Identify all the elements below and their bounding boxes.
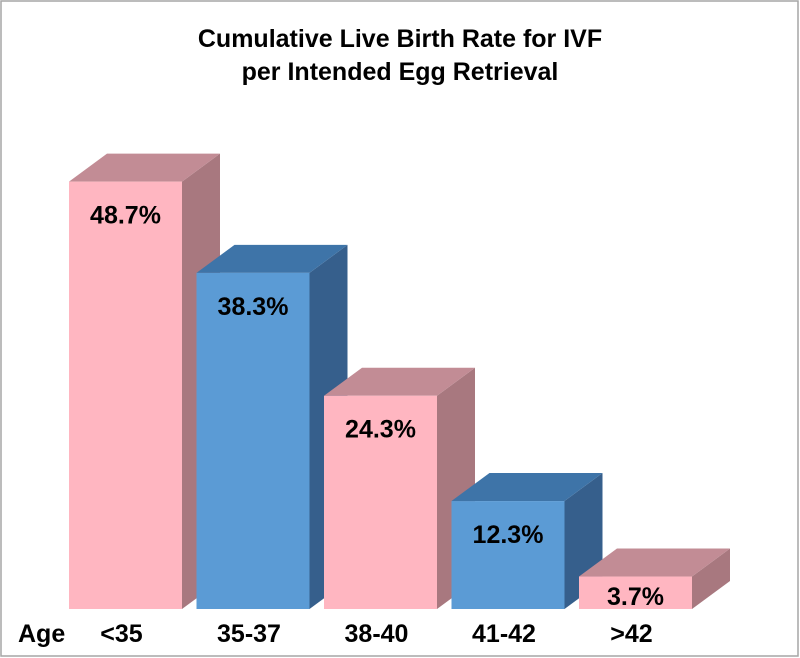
data-label-2: 24.3% — [345, 416, 416, 444]
category-label-4: >42 — [610, 620, 652, 648]
category-label-2: 38-40 — [345, 620, 409, 648]
bar-top-0 — [69, 153, 220, 182]
bar-front-1 — [196, 272, 310, 609]
chart-title-line-2: per Intended Egg Retrieval — [242, 58, 559, 86]
data-label-1: 38.3% — [218, 293, 289, 321]
data-label-0: 48.7% — [90, 202, 161, 230]
bar-top-4 — [579, 548, 730, 577]
bar-side-4 — [692, 548, 730, 609]
bar-35-37 — [196, 244, 348, 609]
category-label-1: 35-37 — [217, 620, 281, 648]
data-label-3: 12.3% — [473, 521, 544, 549]
bar-top-1 — [196, 244, 348, 273]
bar-38-40 — [324, 367, 475, 609]
x-axis-label: Age — [18, 620, 65, 648]
bar-top-2 — [324, 367, 475, 396]
bar-front-4 — [579, 576, 692, 609]
category-label-3: 41-42 — [472, 620, 536, 648]
data-label-4: 3.7% — [607, 583, 664, 611]
bar->42 — [579, 548, 730, 609]
category-label-0: <35 — [100, 620, 143, 648]
bar-front-3 — [451, 501, 565, 609]
chart-title-line-1: Cumulative Live Birth Rate for IVF — [198, 25, 602, 53]
bar-front-2 — [324, 395, 437, 609]
labels-layer: 48.7% <35 38.3% 35-37 24.3% 38-40 12.3% 41-42 3.… — [90, 202, 664, 648]
bars-layer — [69, 153, 730, 609]
bar-front-0 — [69, 181, 182, 609]
bar-top-3 — [451, 473, 603, 502]
